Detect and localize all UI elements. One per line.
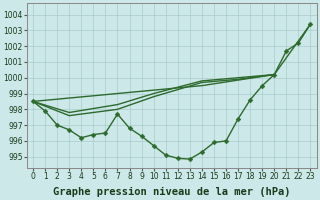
- X-axis label: Graphe pression niveau de la mer (hPa): Graphe pression niveau de la mer (hPa): [53, 186, 291, 197]
